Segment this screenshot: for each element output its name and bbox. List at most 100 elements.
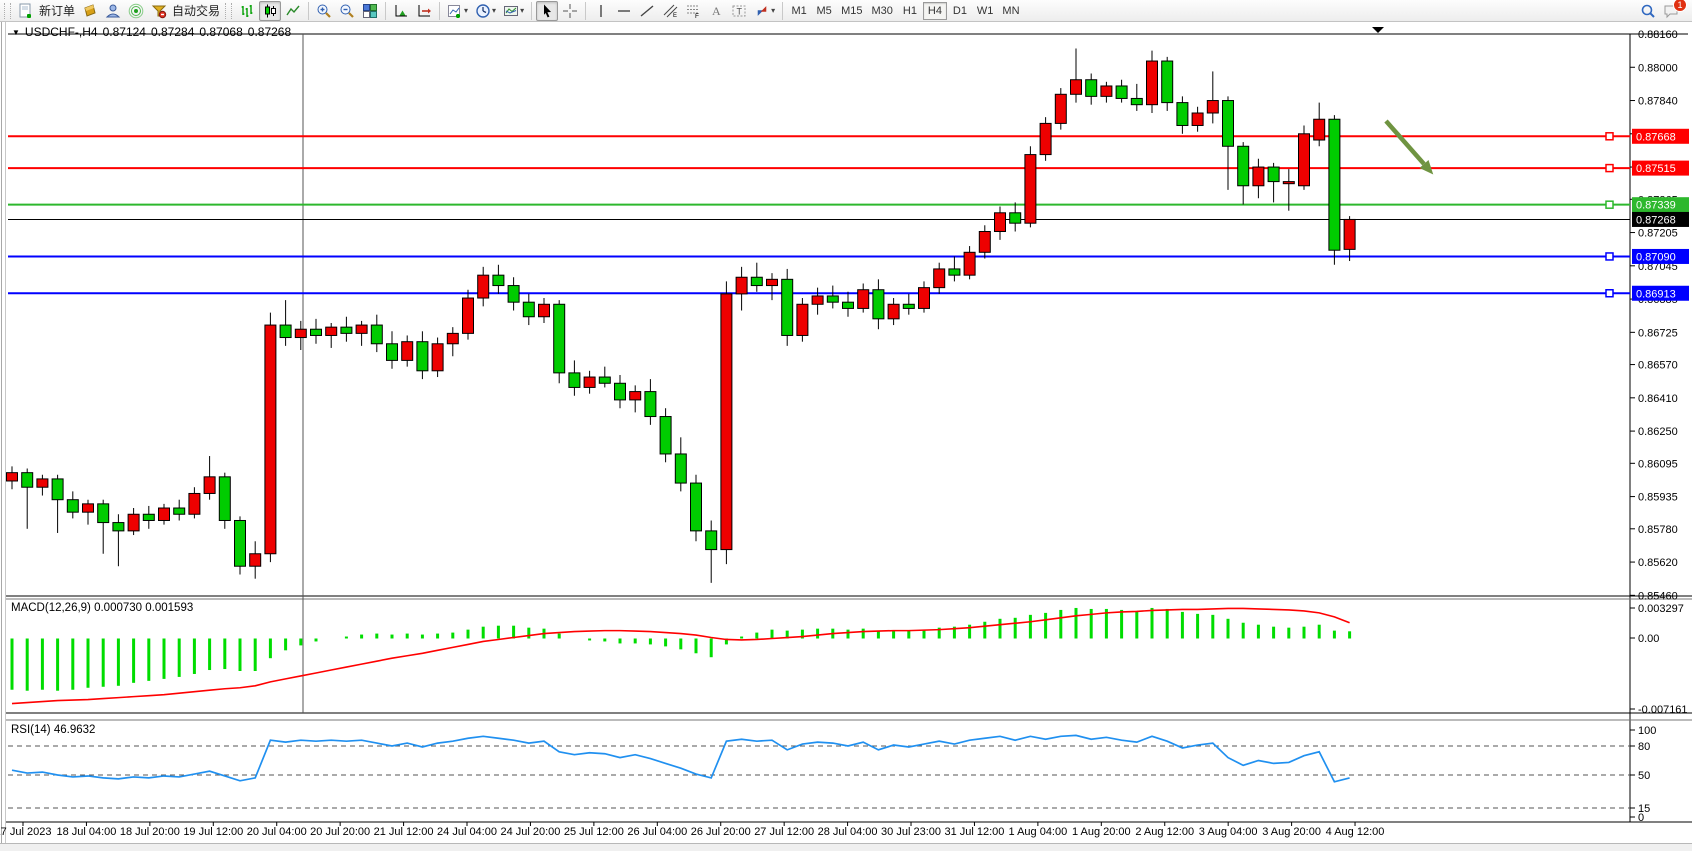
cursor-button[interactable]: [536, 0, 559, 21]
templates-button[interactable]: ▾: [500, 1, 527, 21]
tf-m5-button[interactable]: M5: [816, 4, 832, 17]
candle: [1130, 97, 1143, 106]
candle: [522, 301, 535, 318]
candle: [158, 507, 170, 521]
candle: [1085, 79, 1098, 97]
candle: [1282, 181, 1295, 185]
price-badge: [1632, 285, 1689, 301]
chart-close-value: 0.87268: [247, 25, 292, 39]
vertical-line-icon: [600, 4, 602, 17]
text-label-button[interactable]: T: [728, 1, 750, 21]
candle: [462, 297, 474, 334]
line-chart-button[interactable]: [282, 1, 304, 21]
price-axis-label: 0.87205: [1638, 228, 1678, 240]
price-badge-label: 0.87668: [1636, 131, 1676, 143]
candle: [1343, 218, 1356, 250]
toolbar-separator: [385, 1, 387, 20]
date-axis-label: 19 Jul 12:00: [183, 826, 243, 838]
tf-d1-button[interactable]: D1: [952, 4, 967, 17]
macd-axis-label: 0.003297: [1638, 603, 1684, 615]
chart-window[interactable]: 0.881600.880000.878400.876800.875200.873…: [0, 22, 1692, 851]
candle: [781, 278, 794, 336]
notifications-button[interactable]: 1: [1660, 0, 1687, 21]
chart-dropdown-icon[interactable]: ▼: [12, 27, 20, 37]
trend-arrow: [1384, 119, 1426, 166]
tf-h4-button[interactable]: H4: [922, 1, 947, 20]
new-order-button[interactable]: [15, 1, 37, 21]
fibonacci-button[interactable]: F: [682, 1, 704, 21]
rsi-name: RSI(14): [11, 724, 51, 736]
candle: [705, 530, 718, 551]
macd-signal-value: 0.001593: [145, 602, 194, 614]
candle: [173, 507, 186, 515]
trendline-button[interactable]: [636, 1, 658, 21]
candle: [1161, 60, 1174, 104]
candle: [218, 476, 231, 521]
arrows-button[interactable]: ▾: [751, 1, 778, 21]
price-axis-label: 0.86095: [1638, 458, 1678, 470]
candle: [36, 478, 49, 488]
toolbar-grip[interactable]: [225, 2, 233, 19]
chart-title: ▼ USDCHF-,H4 0.87124 0.87284 0.87068 0.8…: [12, 25, 291, 39]
price-axis-label: 0.85620: [1638, 557, 1678, 569]
tf-h1-button[interactable]: H1: [902, 4, 917, 17]
vertical-line-button[interactable]: [590, 1, 612, 21]
signal-button[interactable]: [125, 1, 147, 21]
rsi-axis-label: 15: [1638, 803, 1650, 815]
candle: [750, 276, 763, 287]
cursor-icon: [544, 4, 552, 17]
candle: [310, 328, 322, 336]
auto-trading-label[interactable]: 自动交易: [172, 4, 221, 18]
text-button[interactable]: A: [705, 1, 727, 21]
auto-trading-icon: [151, 5, 167, 18]
tf-mn-button[interactable]: MN: [1002, 4, 1020, 17]
candle: [142, 513, 155, 521]
candle: [933, 268, 946, 289]
candle: [796, 303, 809, 336]
candle: [978, 231, 991, 253]
channel-button[interactable]: E: [659, 1, 681, 21]
tf-m30-button[interactable]: M30: [871, 4, 893, 17]
chart-canvas[interactable]: 0.881600.880000.878400.876800.875200.873…: [0, 22, 1692, 851]
chart-shift-button[interactable]: [413, 1, 435, 21]
date-axis-label: 26 Jul 20:00: [691, 826, 751, 838]
indicators-button[interactable]: ▾: [444, 1, 471, 21]
chevron-down-icon: ▾: [520, 6, 525, 15]
horizontal-line-button[interactable]: [613, 1, 635, 21]
price-badge: [1632, 248, 1689, 264]
auto-scroll-icon: [395, 4, 408, 16]
auto-scroll-button[interactable]: [390, 1, 412, 21]
market-watch-button[interactable]: [102, 1, 124, 21]
line-handle: [1605, 163, 1614, 173]
candlestick-button[interactable]: [259, 0, 282, 21]
trend-arrow-head: [1419, 160, 1434, 175]
bar-chart-button[interactable]: [236, 1, 258, 21]
price-badge-label: 0.87339: [1636, 200, 1676, 212]
macd-axis-label: -0.007161: [1638, 704, 1688, 716]
auto-trading-button[interactable]: [148, 1, 170, 21]
price-badge-label: 0.86913: [1636, 288, 1676, 300]
candle: [1222, 100, 1234, 147]
toolbar-grip[interactable]: [4, 2, 11, 19]
candle: [538, 303, 550, 318]
tf-m1-button[interactable]: M1: [791, 4, 807, 17]
horizontal-line-icon: [618, 9, 631, 12]
tile-windows-button[interactable]: [359, 1, 381, 21]
periods-button[interactable]: ▾: [472, 1, 499, 21]
zoom-in-button[interactable]: [313, 1, 335, 21]
tf-w1-button[interactable]: W1: [976, 4, 994, 17]
candle: [690, 482, 702, 532]
candle: [614, 382, 626, 401]
date-axis-label: 4 Aug 12:00: [1326, 826, 1385, 838]
toolbar-separator: [782, 1, 784, 20]
crosshair-button[interactable]: [559, 1, 581, 21]
search-button[interactable]: [1637, 1, 1659, 21]
candle: [872, 289, 885, 320]
zoom-out-button[interactable]: [336, 1, 358, 21]
chart-profile-button[interactable]: [79, 1, 101, 21]
rsi-axis-label: 100: [1638, 725, 1656, 737]
new-order-label[interactable]: 新订单: [39, 4, 76, 18]
tf-m15-button[interactable]: M15: [841, 4, 863, 17]
price-axis-label: 0.85780: [1638, 524, 1678, 536]
templates-icon: [504, 5, 519, 16]
